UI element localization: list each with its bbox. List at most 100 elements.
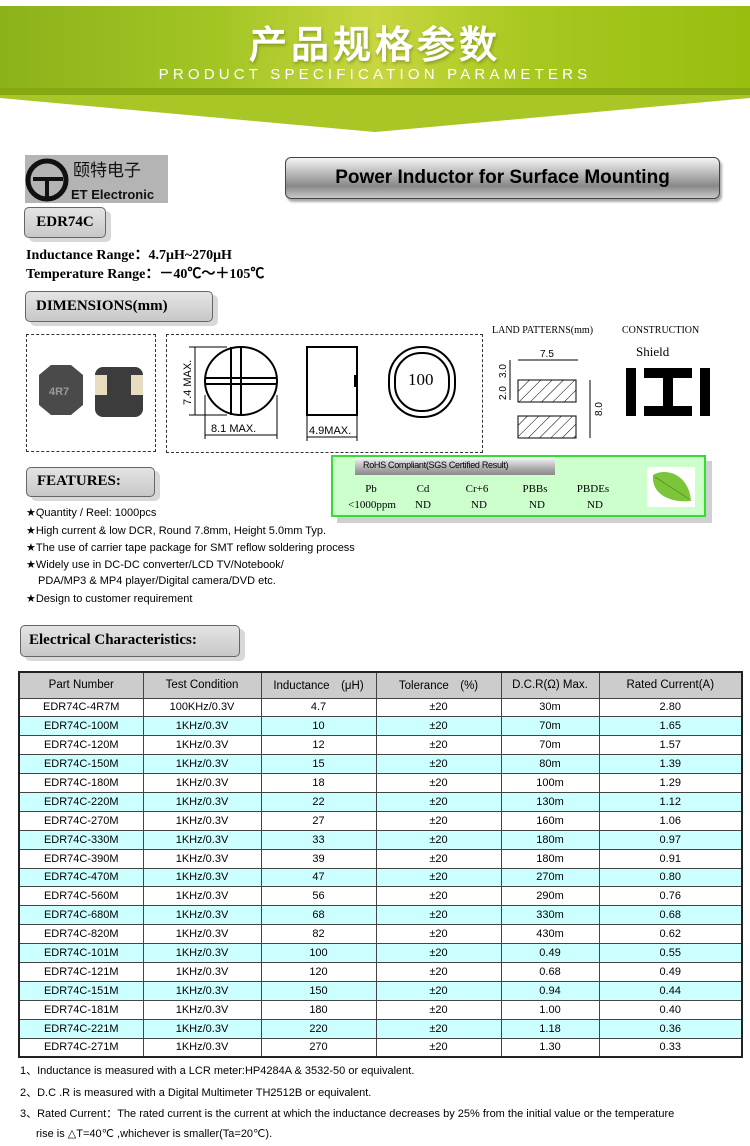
column-header: Test Condition [142, 671, 262, 699]
product-title: Power Inductor for Surface Mounting [285, 157, 720, 199]
table-cell: EDR74C-150M [18, 754, 144, 775]
table-cell: EDR74C-181M [18, 999, 144, 1020]
table-cell: 56 [260, 886, 377, 907]
table-cell: 150 [260, 980, 377, 1001]
table-cell: 0.68 [500, 961, 600, 982]
table-cell: 1KHz/0.3V [142, 735, 262, 756]
electrical-table: Part Number Test Condition Inductance (μH)… [18, 671, 743, 1058]
land-patterns-heading: LAND PATTERNS(mm) [492, 325, 594, 336]
table-cell: 0.40 [598, 999, 743, 1020]
table-cell: ±20 [375, 697, 502, 718]
table-cell: 1KHz/0.3V [142, 810, 262, 831]
table-cell: EDR74C-820M [18, 924, 144, 945]
table-row: EDR74C-560M 1KHz/0.3V 56 ±20 290m 0.76 [18, 886, 743, 907]
table-cell: 1.29 [598, 773, 743, 793]
note: 2、D.C .R is measured with a Digital Mult… [20, 1087, 372, 1099]
rohs-value: ND [471, 499, 487, 511]
table-cell: 1KHz/0.3V [142, 961, 262, 982]
table-cell: 1KHz/0.3V [142, 1018, 262, 1039]
land-pattern-drawing: 7.5 8.0 3.0 2.0 [498, 349, 605, 439]
features-heading: FEATURES: [26, 467, 155, 497]
header-banner [0, 6, 750, 96]
table-row: EDR74C-470M 1KHz/0.3V 47 ±20 270m 0.80 [18, 867, 743, 888]
table-cell: ±20 [375, 791, 502, 812]
table-row: EDR74C-100M 1KHz/0.3V 10 ±20 70m 1.65 [18, 716, 743, 737]
table-cell: ±20 [375, 980, 502, 1001]
rohs-value: <1000ppm [348, 499, 396, 511]
table-cell: 0.91 [598, 848, 743, 869]
table-cell: ±20 [375, 886, 502, 907]
table-cell: 130m [500, 791, 600, 812]
table-cell: 0.97 [598, 829, 743, 850]
feature-item: ★High current & low DCR, Round 7.8mm, He… [26, 525, 327, 537]
table-cell: EDR74C-180M [18, 773, 144, 793]
table-cell: ±20 [375, 716, 502, 737]
table-cell: 1KHz/0.3V [142, 848, 262, 869]
table-cell: EDR74C-271M [18, 1037, 144, 1058]
svg-text:3.0: 3.0 [498, 364, 509, 378]
table-cell: 290m [500, 886, 600, 907]
table-cell: ±20 [375, 999, 502, 1020]
table-row: EDR74C-180M 1KHz/0.3V 18 ±20 100m 1.29 [18, 773, 743, 793]
table-cell: EDR74C-4R7M [18, 697, 144, 718]
svg-text:7.5: 7.5 [540, 349, 554, 360]
table-row: EDR74C-270M 1KHz/0.3V 27 ±20 160m 1.06 [18, 810, 743, 831]
rohs-title: RoHS Compliant(SGS Certified Result) [355, 457, 555, 475]
table-cell: 1KHz/0.3V [142, 905, 262, 926]
table-row: EDR74C-4R7M 100KHz/0.3V 4.7 ±20 30m 2.80 [18, 697, 743, 718]
table-cell: 1KHz/0.3V [142, 924, 262, 945]
table-cell: ±20 [375, 943, 502, 963]
column-header: Inductance (μH) [260, 671, 377, 699]
table-cell: 18 [260, 773, 377, 793]
table-cell: EDR74C-121M [18, 961, 144, 982]
construction-heading: CONSTRUCTION [622, 325, 700, 336]
table-cell: 1KHz/0.3V [142, 999, 262, 1020]
table-cell: 1.06 [598, 810, 743, 831]
table-cell: 1.18 [500, 1018, 600, 1039]
table-cell: 1.57 [598, 735, 743, 756]
table-cell: 1.12 [598, 791, 743, 812]
column-header: Rated Current(A) [598, 671, 743, 699]
svg-text:4R7: 4R7 [49, 386, 69, 398]
column-header: D.C.R(Ω) Max. [500, 671, 600, 699]
table-cell: 430m [500, 924, 600, 945]
rohs-header: Cr+6 [465, 483, 489, 495]
table-cell: 1KHz/0.3V [142, 867, 262, 888]
table-row: EDR74C-151M 1KHz/0.3V 150 ±20 0.94 0.44 [18, 980, 743, 1001]
table-row: EDR74C-390M 1KHz/0.3V 39 ±20 180m 0.91 [18, 848, 743, 869]
svg-text:颐特电子: 颐特电子 [73, 161, 141, 181]
table-cell: 1KHz/0.3V [142, 773, 262, 793]
table-cell: ±20 [375, 1037, 502, 1058]
table-cell: 0.80 [598, 867, 743, 888]
table-cell: 1KHz/0.3V [142, 829, 262, 850]
note: rise is △T=40℃ ,whichever is smaller(Ta=… [36, 1128, 273, 1140]
table-cell: 270m [500, 867, 600, 888]
table-cell: 47 [260, 867, 377, 888]
table-cell: 0.55 [598, 943, 743, 963]
table-cell: 160m [500, 810, 600, 831]
table-cell: 0.49 [598, 961, 743, 982]
table-cell: 4.7 [260, 697, 377, 718]
note: 1、Inductance is measured with a LCR mete… [20, 1065, 415, 1077]
table-cell: 70m [500, 735, 600, 756]
table-cell: ±20 [375, 810, 502, 831]
model-label: EDR74C [24, 207, 106, 238]
leaf-icon [647, 467, 695, 507]
table-cell: 220 [260, 1018, 377, 1039]
table-cell: EDR74C-101M [18, 943, 144, 963]
rohs-header: Pb [365, 483, 377, 495]
table-cell: EDR74C-100M [18, 716, 144, 737]
table-cell: 0.68 [598, 905, 743, 926]
table-cell: 0.36 [598, 1018, 743, 1039]
table-cell: EDR74C-120M [18, 735, 144, 756]
svg-text:8.1 MAX.: 8.1 MAX. [211, 423, 256, 435]
rohs-header: PBDEs [576, 483, 610, 495]
table-cell: 100m [500, 773, 600, 793]
rohs-value: ND [587, 499, 603, 511]
rohs-panel: RoHS Compliant(SGS Certified Result) Pb … [331, 455, 706, 517]
banner-title-cn: 产品规格参数 [248, 23, 501, 67]
table-cell: ±20 [375, 905, 502, 926]
table-cell: 0.49 [500, 943, 600, 963]
table-cell: 1KHz/0.3V [142, 754, 262, 775]
table-cell: EDR74C-330M [18, 829, 144, 850]
